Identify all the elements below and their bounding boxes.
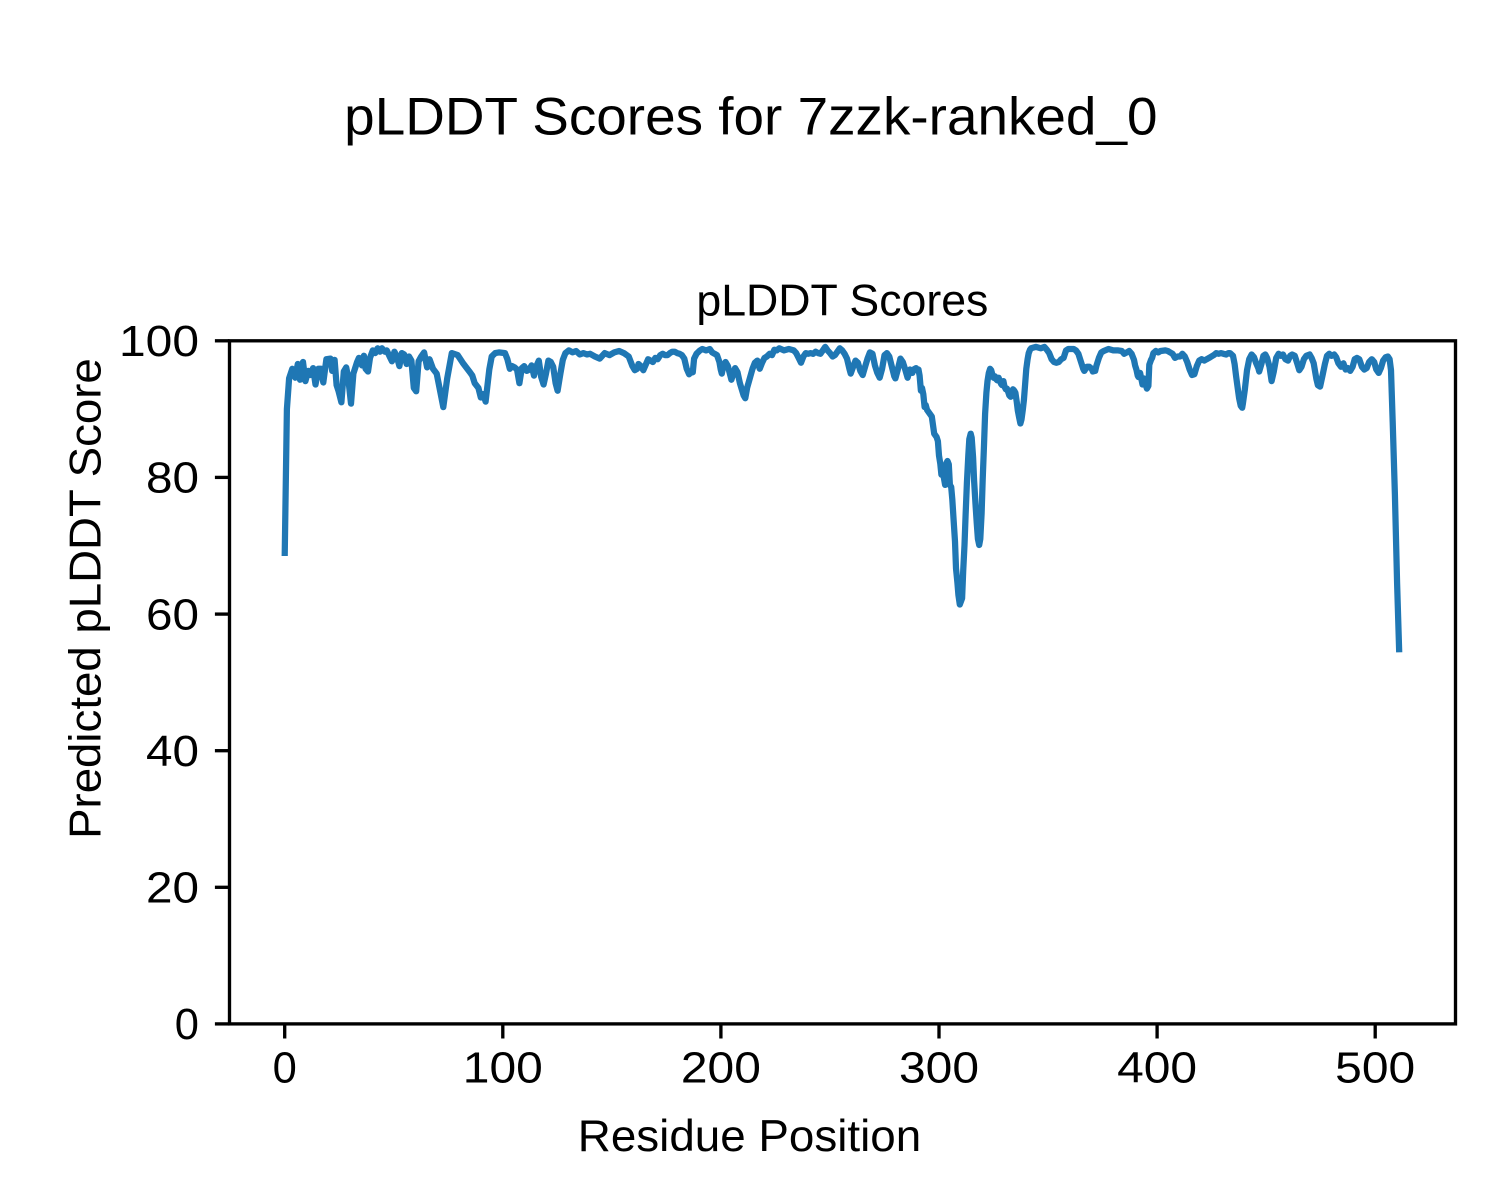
svg-text:60: 60 <box>146 591 199 639</box>
svg-text:pLDDT Scores for 7zzk-ranked_0: pLDDT Scores for 7zzk-ranked_0 <box>344 88 1157 147</box>
svg-text:20: 20 <box>146 865 199 913</box>
svg-text:400: 400 <box>1117 1044 1197 1092</box>
svg-text:pLDDT Scores: pLDDT Scores <box>696 277 988 326</box>
svg-text:100: 100 <box>119 318 199 366</box>
svg-text:100: 100 <box>463 1044 543 1092</box>
svg-text:Predicted pLDDT Score: Predicted pLDDT Score <box>62 358 111 839</box>
svg-text:40: 40 <box>146 728 199 776</box>
svg-text:Residue Position: Residue Position <box>578 1112 921 1161</box>
svg-text:200: 200 <box>681 1044 761 1092</box>
svg-text:0: 0 <box>175 1001 199 1049</box>
svg-text:0: 0 <box>273 1044 297 1092</box>
svg-text:300: 300 <box>899 1044 979 1092</box>
svg-text:500: 500 <box>1335 1044 1415 1092</box>
svg-text:80: 80 <box>146 455 199 503</box>
